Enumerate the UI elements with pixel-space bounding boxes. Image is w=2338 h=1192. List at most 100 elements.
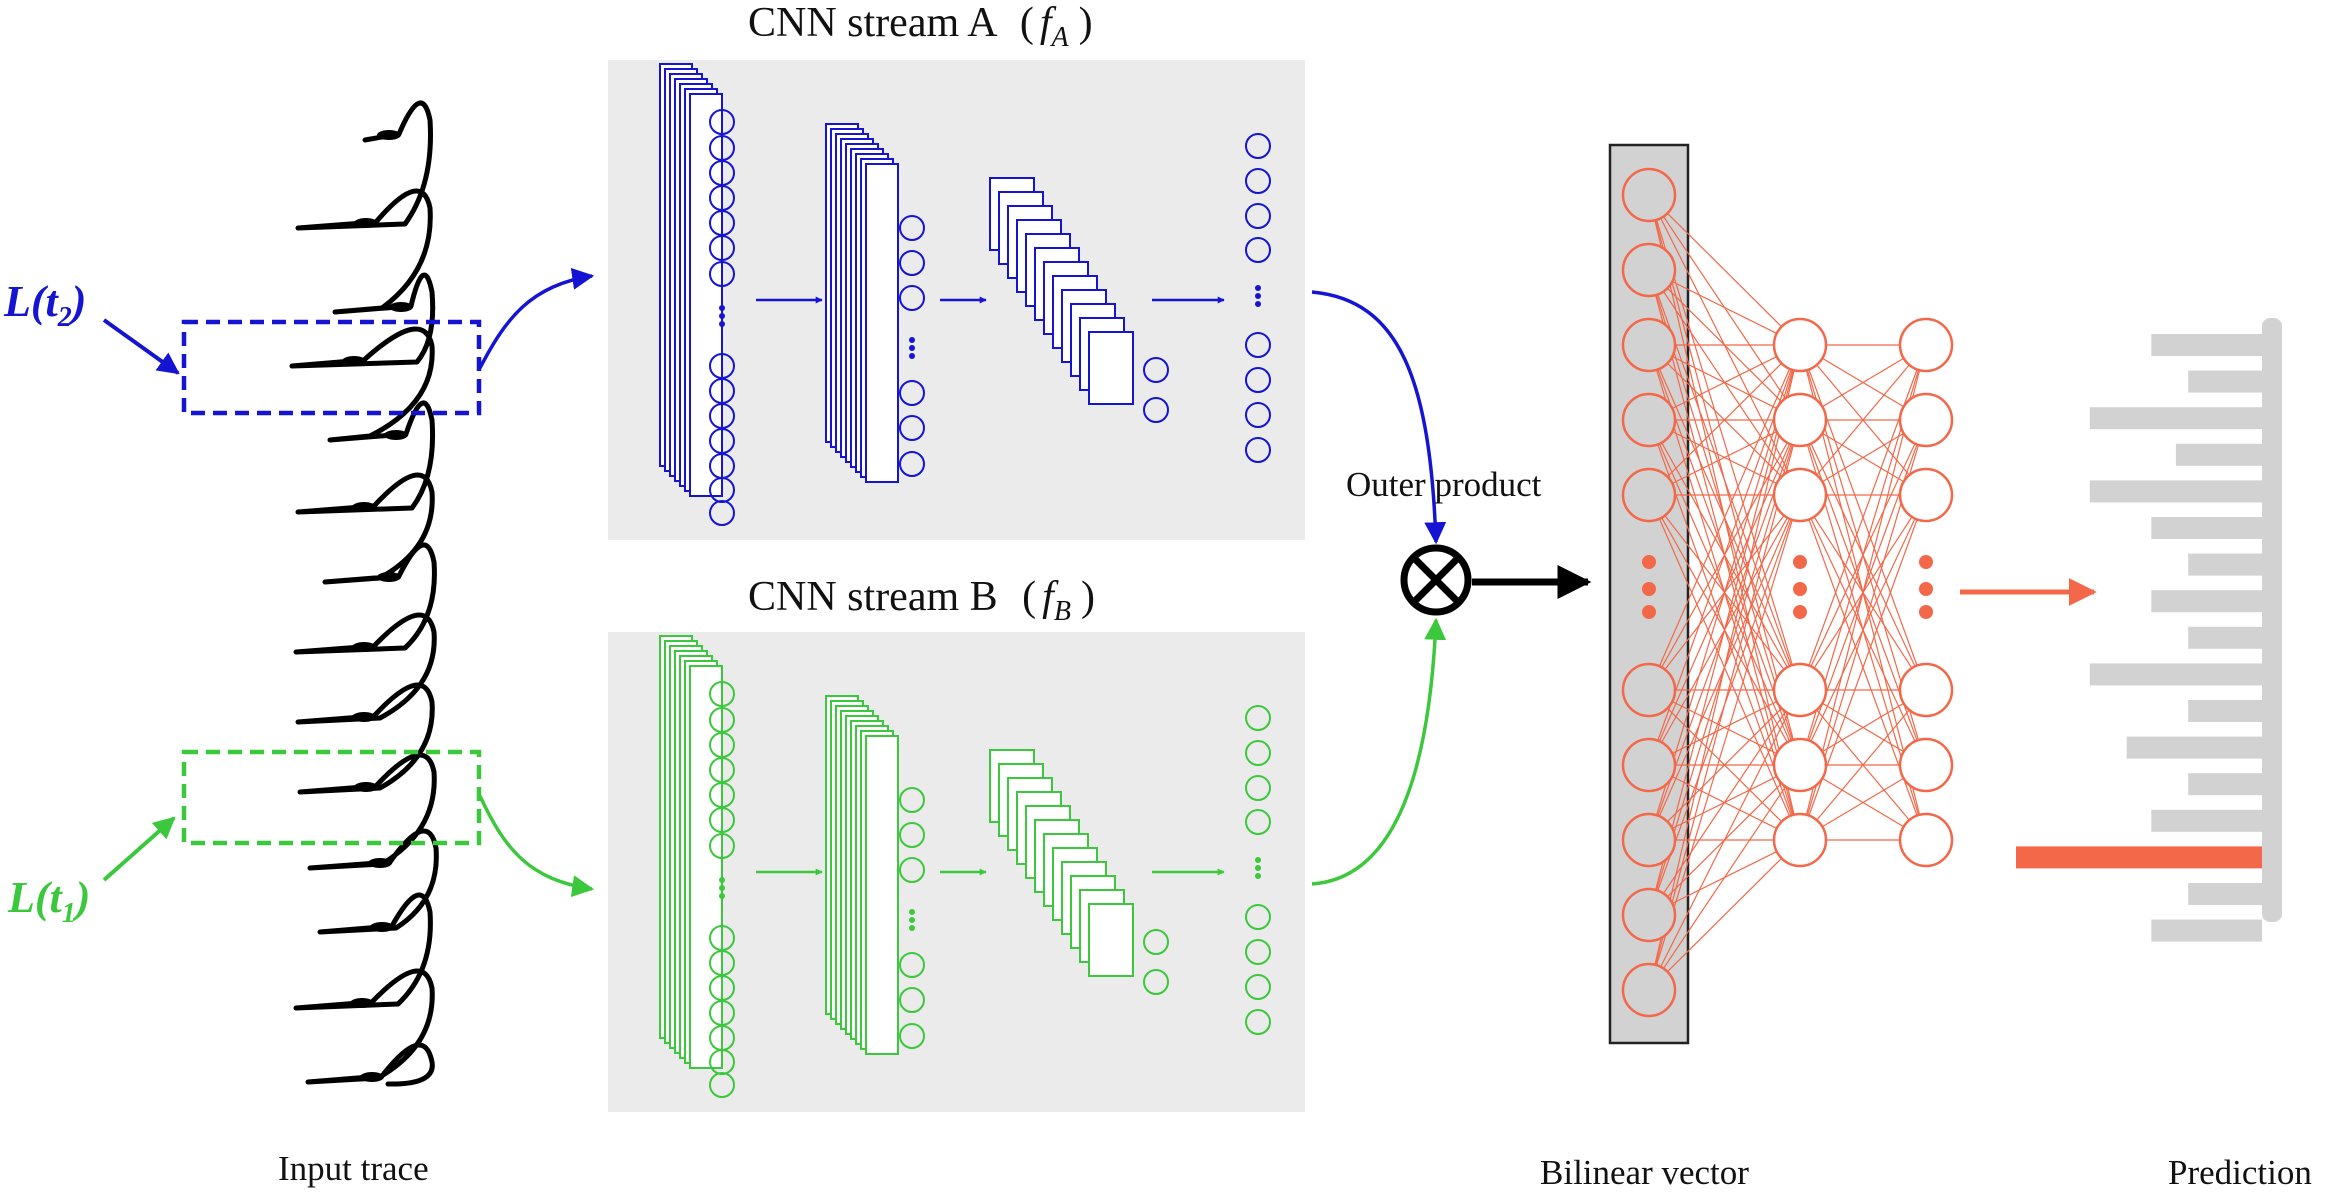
prediction-caption: Prediction	[2168, 1153, 2312, 1192]
neuron	[899, 822, 925, 848]
ellipsis-dot	[1255, 293, 1261, 299]
neuron	[709, 500, 735, 526]
ellipsis-dot	[1255, 285, 1261, 291]
neuron	[1245, 705, 1271, 731]
trace-blob	[352, 712, 376, 722]
neuron	[1245, 437, 1271, 463]
feature-map	[1088, 903, 1134, 977]
stream-a-to-outer-arrow	[1311, 290, 1447, 545]
neuron	[899, 215, 925, 241]
neuron	[1245, 133, 1271, 159]
ellipsis-dot	[909, 925, 915, 931]
edge	[1648, 344, 1801, 496]
hidden-neuron	[1898, 662, 1954, 718]
neuron	[1245, 740, 1271, 766]
hidden-neuron	[1898, 737, 1954, 793]
prediction-bar	[2188, 883, 2262, 905]
ellipsis-dot	[719, 313, 725, 319]
trace-blob	[370, 922, 394, 932]
cnn-stream-a	[659, 63, 1271, 526]
neuron	[1245, 237, 1271, 263]
edge	[1799, 494, 1927, 841]
hidden-neuron	[1772, 662, 1828, 718]
prediction-bar-highlight	[2016, 846, 2262, 869]
neuron	[1245, 168, 1271, 194]
neuron	[899, 451, 925, 477]
trace-blob	[350, 998, 374, 1008]
prediction-bar	[2188, 700, 2262, 722]
bilinear-neuron	[1621, 662, 1677, 718]
trace-blob	[352, 642, 376, 652]
prediction-bar	[2151, 334, 2262, 356]
window-t2-box	[181, 319, 482, 416]
bilinear-neuron	[1621, 737, 1677, 793]
trace-blob	[368, 858, 392, 868]
label-lt2: L(t2)	[3, 277, 86, 333]
edge	[1648, 689, 1801, 766]
feature-map	[865, 735, 899, 1055]
hidden-neuron	[1772, 737, 1828, 793]
hidden-neuron	[1898, 392, 1954, 448]
dense-network	[1621, 167, 1954, 1018]
neuron	[899, 787, 925, 813]
feature-map	[689, 93, 723, 497]
edge	[1799, 344, 1927, 691]
connections	[1648, 194, 1927, 991]
ellipsis-dot	[1793, 555, 1807, 569]
neuron	[899, 285, 925, 311]
feature-map	[689, 665, 723, 1069]
prediction-bar	[2151, 590, 2262, 613]
neuron	[1245, 809, 1271, 835]
ellipsis-dot	[909, 353, 915, 359]
prediction-bar	[2089, 480, 2262, 503]
edge	[1648, 419, 1801, 496]
neuron	[1245, 775, 1271, 801]
bilinear-neuron	[1621, 467, 1677, 523]
edge	[1648, 344, 1801, 691]
trace-blob	[354, 218, 378, 228]
input-trace-caption: Input trace	[278, 1149, 429, 1188]
neuron	[709, 807, 735, 833]
ellipsis-dot	[1793, 605, 1807, 619]
edge	[1648, 194, 1801, 346]
bilinear-vector-caption: Bilinear vector	[1540, 1153, 1749, 1192]
prediction-bar	[2089, 663, 2262, 686]
ellipsis-dot	[719, 893, 725, 899]
input-trace	[289, 100, 439, 1087]
prediction-bar	[2175, 443, 2262, 466]
bilinear-neuron	[1621, 242, 1677, 298]
edge	[1648, 689, 1801, 841]
neuron	[899, 415, 925, 441]
ellipsis-dot	[1642, 555, 1656, 569]
neuron	[1143, 397, 1169, 423]
prediction-bar	[2188, 553, 2262, 576]
hidden-neuron	[1898, 467, 1954, 523]
cnn-stream-b	[659, 635, 1271, 1098]
neuron	[1245, 904, 1271, 930]
edge	[1799, 689, 1927, 841]
ellipsis-dot	[1919, 582, 1933, 596]
edge	[1648, 269, 1801, 346]
edge	[1648, 344, 1801, 421]
prediction-bar	[2151, 919, 2262, 942]
edge	[1648, 839, 1801, 991]
label-lt1: L(t1)	[7, 873, 90, 929]
ellipsis-dot	[1255, 301, 1261, 307]
trace-blob	[342, 356, 366, 366]
neuron	[1245, 939, 1271, 965]
neuron	[1143, 969, 1169, 995]
ellipsis-dot	[1793, 582, 1807, 596]
ellipsis-dot	[1642, 605, 1656, 619]
edge	[1648, 344, 1801, 916]
prediction-bar	[2188, 370, 2262, 393]
hidden-neuron	[1898, 317, 1954, 373]
ellipsis-dot	[1255, 873, 1261, 879]
window-to-stream-b-arrow	[478, 795, 595, 898]
edge	[1799, 344, 1927, 496]
neuron	[899, 380, 925, 406]
window-to-stream-a-arrow	[478, 267, 595, 369]
neuron	[1245, 1009, 1271, 1035]
outer-product-label: Outer product	[1346, 465, 1542, 504]
neuron	[709, 109, 735, 135]
ellipsis-dot	[719, 877, 725, 883]
